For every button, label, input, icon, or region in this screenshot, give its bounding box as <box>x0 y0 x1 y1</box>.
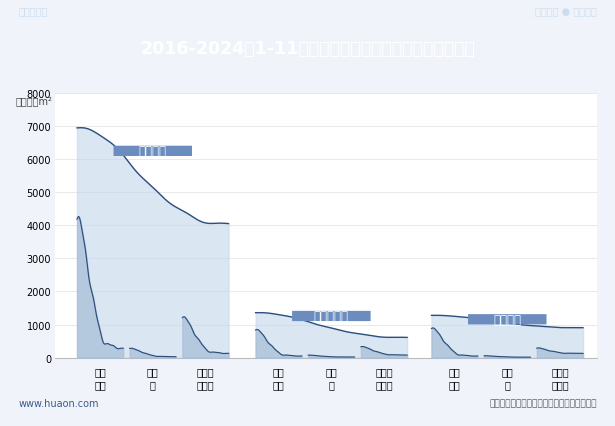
Text: 数据来源：国家统计局，华经产业研究院整理: 数据来源：国家统计局，华经产业研究院整理 <box>489 398 597 407</box>
Text: 华经情报网: 华经情报网 <box>18 6 48 16</box>
Text: www.huaon.com: www.huaon.com <box>18 397 99 408</box>
Text: 单位：万m²: 单位：万m² <box>15 96 52 106</box>
Text: 2016-2024年1-11月宁夏回族自治区房地产施工面积情况: 2016-2024年1-11月宁夏回族自治区房地产施工面积情况 <box>140 40 475 58</box>
Text: 专业严谨 ● 客观科学: 专业严谨 ● 客观科学 <box>535 6 597 16</box>
Text: 竣工面积: 竣工面积 <box>493 313 522 326</box>
Text: 施工面积: 施工面积 <box>139 145 167 158</box>
Text: 新开工面积: 新开工面积 <box>314 310 349 323</box>
FancyBboxPatch shape <box>114 147 192 157</box>
FancyBboxPatch shape <box>468 314 547 325</box>
FancyBboxPatch shape <box>292 311 371 321</box>
